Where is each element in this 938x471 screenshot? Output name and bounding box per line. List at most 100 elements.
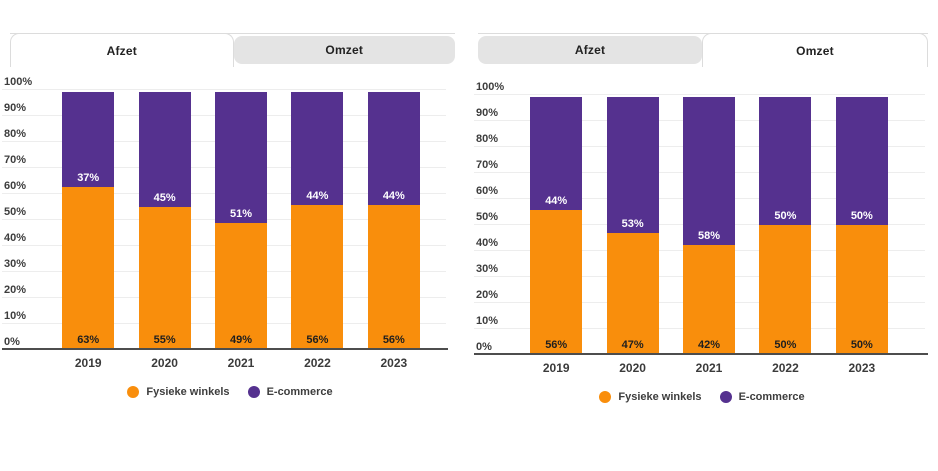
tab-omzet[interactable]: Omzet — [233, 36, 455, 64]
data-label-fysieke-winkels: 56% — [545, 339, 568, 351]
legend-label: Fysieke winkels — [618, 391, 702, 403]
legend-label: E-commerce — [266, 386, 333, 398]
stacked-bar-2019: 37% 63% — [62, 91, 115, 348]
stacked-bar-chart-omzet: 0% 10% 20% 30% 40% 50% 60% 70% 80% 90% 100% 44% 56% 5… — [474, 81, 930, 403]
bar-column-2023: 44% 56% — [356, 89, 432, 349]
data-label-fysieke-winkels: 50% — [850, 339, 873, 351]
legend-label: Fysieke winkels — [146, 386, 230, 398]
x-axis-line — [2, 348, 448, 350]
legend: Fysieke winkels E-commerce — [474, 391, 930, 403]
tab-omzet[interactable]: Omzet — [702, 33, 928, 67]
y-tick-label: 90% — [4, 102, 27, 114]
bar-segment-e-commerce[interactable] — [759, 96, 812, 225]
bar-segment-e-commerce[interactable] — [835, 96, 888, 225]
afzet-chart-panel: Afzet Omzet 0% 10% 20% 30% 40% 50% 60% 70% 80% 90… — [2, 33, 458, 443]
x-tick-label: 2022 — [772, 361, 799, 375]
tab-bar-right: Afzet Omzet — [478, 33, 928, 67]
bar-column-2021: 58% 42% — [671, 94, 747, 354]
y-tick-label: 80% — [4, 128, 27, 140]
legend-item-orange[interactable]: Fysieke winkels — [599, 391, 702, 403]
gridline — [474, 93, 925, 95]
bar-segment-fysieke-winkels[interactable] — [835, 224, 888, 353]
bar-segment-e-commerce[interactable] — [683, 96, 736, 246]
legend-item-purple[interactable]: E-commerce — [247, 386, 333, 398]
tab-bar-left: Afzet Omzet — [10, 33, 455, 67]
plot-area: 0% 10% 20% 30% 40% 50% 60% 70% 80% 90% 100% 37% 63% 4… — [2, 76, 458, 350]
y-tick-label: 50% — [476, 211, 499, 223]
data-label-fysieke-winkels: 56% — [382, 334, 405, 346]
bar-segment-e-commerce[interactable] — [530, 96, 583, 210]
x-axis-line — [474, 353, 928, 355]
data-label-e-commerce: 37% — [77, 171, 100, 184]
bar-segment-fysieke-winkels[interactable] — [138, 207, 191, 348]
stacked-bar-2021: 51% 49% — [215, 91, 268, 348]
bar-column-2020: 53% 47% — [594, 94, 670, 354]
bar-segment-fysieke-winkels[interactable] — [759, 224, 812, 353]
data-label-e-commerce: 53% — [621, 217, 644, 230]
bar-segment-e-commerce[interactable] — [291, 91, 344, 205]
y-tick-label: 100% — [4, 76, 33, 88]
bars-area: 44% 56% 53% 47% 58% 42% 50% 50% 50% 50% — [518, 94, 900, 354]
legend-item-purple[interactable]: E-commerce — [719, 391, 805, 403]
omzet-chart-panel: Afzet Omzet 0% 10% 20% 30% 40% 50% 60% 70% 80% 90… — [474, 33, 930, 443]
data-label-e-commerce: 44% — [545, 194, 568, 207]
bar-segment-e-commerce[interactable] — [138, 91, 191, 208]
x-tick-label: 2021 — [695, 361, 723, 375]
bar-segment-fysieke-winkels[interactable] — [62, 186, 115, 348]
legend-dot-icon — [719, 391, 732, 403]
stacked-bar-chart-afzet: 0% 10% 20% 30% 40% 50% 60% 70% 80% 90% 100% 37% 63% 4… — [2, 76, 458, 398]
stacked-bar-2020: 53% 47% — [606, 96, 659, 353]
data-label-e-commerce: 44% — [306, 189, 329, 202]
tab-afzet[interactable]: Afzet — [478, 36, 702, 64]
data-label-fysieke-winkels: 42% — [698, 339, 721, 351]
x-tick-label: 2021 — [227, 356, 255, 370]
y-tick-label: 80% — [476, 133, 499, 145]
bar-segment-fysieke-winkels[interactable] — [530, 209, 583, 353]
bar-column-2023: 50% 50% — [824, 94, 900, 354]
x-tick-label: 2023 — [380, 356, 408, 370]
bar-column-2022: 50% 50% — [747, 94, 823, 354]
y-tick-label: 40% — [4, 232, 27, 244]
bar-column-2021: 51% 49% — [203, 89, 279, 349]
legend-dot-icon — [599, 391, 612, 403]
data-label-fysieke-winkels: 56% — [306, 334, 329, 346]
bar-segment-fysieke-winkels[interactable] — [215, 222, 268, 348]
y-tick-label: 0% — [4, 336, 20, 348]
legend-label: E-commerce — [738, 391, 805, 403]
data-label-e-commerce: 50% — [850, 209, 873, 222]
y-tick-label: 10% — [476, 315, 499, 327]
stacked-bar-2023: 50% 50% — [835, 96, 888, 353]
y-tick-label: 60% — [476, 185, 499, 197]
stacked-bar-2021: 58% 42% — [683, 96, 736, 353]
tab-afzet[interactable]: Afzet — [10, 33, 234, 67]
legend-item-orange[interactable]: Fysieke winkels — [127, 386, 230, 398]
gridline — [2, 88, 446, 90]
y-tick-label: 100% — [476, 81, 505, 93]
data-label-e-commerce: 58% — [698, 230, 721, 243]
bar-column-2019: 44% 56% — [518, 94, 594, 354]
stacked-bar-2022: 50% 50% — [759, 96, 812, 353]
bar-segment-e-commerce[interactable] — [367, 91, 420, 205]
stacked-bar-2023: 44% 56% — [367, 91, 420, 348]
y-tick-label: 30% — [476, 263, 499, 275]
bar-segment-e-commerce[interactable] — [606, 96, 659, 233]
stacked-bar-2022: 44% 56% — [291, 91, 344, 348]
bar-segment-e-commerce[interactable] — [215, 91, 268, 223]
y-tick-label: 30% — [4, 258, 27, 270]
data-label-fysieke-winkels: 50% — [774, 339, 797, 351]
y-tick-label: 10% — [4, 310, 27, 322]
plot-area: 0% 10% 20% 30% 40% 50% 60% 70% 80% 90% 100% 44% 56% 5… — [474, 81, 930, 355]
bar-segment-fysieke-winkels[interactable] — [367, 204, 420, 348]
y-tick-label: 40% — [476, 237, 499, 249]
bar-segment-fysieke-winkels[interactable] — [683, 245, 736, 353]
bar-segment-e-commerce[interactable] — [62, 91, 115, 187]
bar-column-2020: 45% 55% — [126, 89, 202, 349]
x-axis-labels: 2019 2020 2021 2022 2023 — [518, 361, 900, 375]
legend-dot-icon — [247, 386, 260, 398]
bar-segment-fysieke-winkels[interactable] — [606, 232, 659, 353]
bar-segment-fysieke-winkels[interactable] — [291, 204, 344, 348]
x-tick-label: 2019 — [74, 356, 102, 370]
data-label-e-commerce: 51% — [230, 207, 253, 220]
y-tick-label: 20% — [476, 289, 499, 301]
y-tick-label: 0% — [476, 341, 492, 353]
